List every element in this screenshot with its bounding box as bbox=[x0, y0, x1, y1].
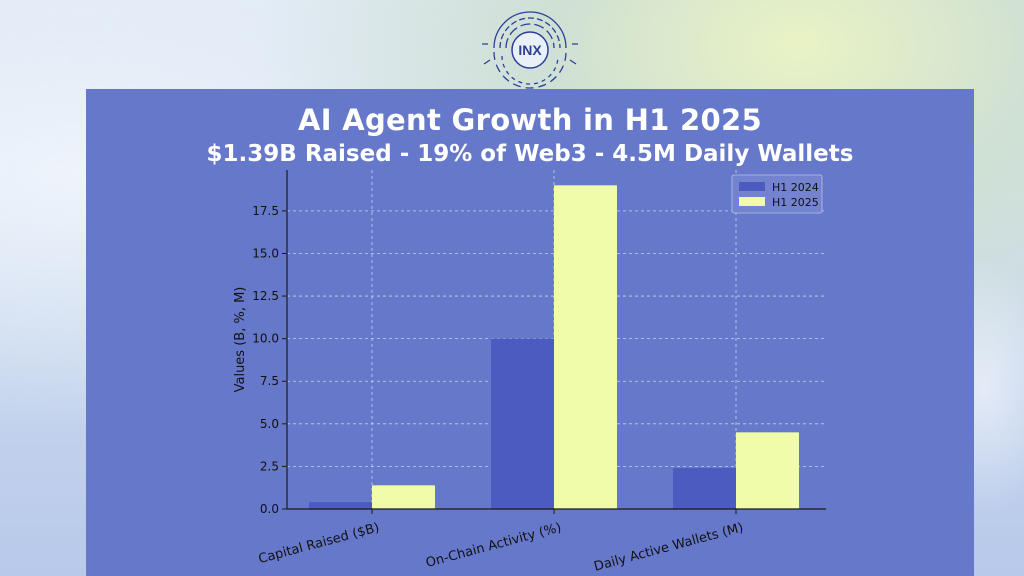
bar-h1-2025 bbox=[372, 485, 435, 509]
legend-swatch bbox=[739, 182, 765, 191]
legend-label: H1 2025 bbox=[772, 196, 819, 209]
x-tick-label: Capital Raised ($B) bbox=[257, 520, 381, 567]
y-tick-label: 10.0 bbox=[252, 332, 279, 346]
y-tick-label: 2.5 bbox=[260, 459, 279, 473]
legend-label: H1 2024 bbox=[772, 181, 819, 194]
y-tick-label: 17.5 bbox=[252, 204, 279, 218]
legend-swatch bbox=[739, 197, 765, 206]
y-tick-label: 0.0 bbox=[260, 502, 279, 516]
inx-logo: INX bbox=[482, 11, 578, 89]
y-tick-label: 12.5 bbox=[252, 289, 279, 303]
bar-h1-2024 bbox=[309, 502, 372, 509]
logo-text: INX bbox=[518, 42, 542, 58]
y-axis-label: Values (B, %, M) bbox=[233, 287, 248, 393]
bar-h1-2025 bbox=[554, 185, 617, 509]
x-tick-label: Daily Active Wallets (M) bbox=[592, 520, 745, 574]
chart-subtitle: $1.39B Raised - 19% of Web3 - 4.5M Daily… bbox=[206, 141, 854, 167]
chart-title: AI Agent Growth in H1 2025 bbox=[298, 103, 762, 137]
bar-h1-2025 bbox=[736, 432, 799, 509]
y-tick-label: 7.5 bbox=[260, 374, 279, 388]
x-tick-label: On-Chain Activity (%) bbox=[424, 520, 563, 571]
bar-h1-2024 bbox=[673, 468, 736, 509]
bar-h1-2024 bbox=[491, 338, 554, 509]
y-tick-label: 5.0 bbox=[260, 417, 279, 431]
y-tick-label: 15.0 bbox=[252, 246, 279, 260]
